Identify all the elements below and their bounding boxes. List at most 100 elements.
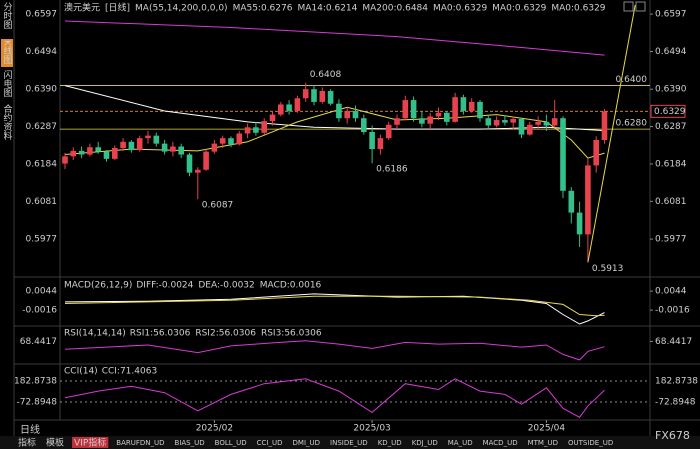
y-tick-label: 0.6081 (26, 197, 58, 207)
toolbar-item[interactable]: OUTSIDE_UD (568, 439, 613, 447)
price-annotation: 0.5913 (592, 264, 624, 274)
toolbar-item[interactable]: MA_UD (448, 439, 473, 447)
toolbar-item[interactable]: BARUFDN_UD (116, 439, 164, 447)
candle-body (419, 118, 425, 124)
candle-body (344, 110, 350, 119)
candle-body (402, 100, 409, 119)
candle-body (468, 101, 475, 111)
y-tick-label: 0.5977 (655, 235, 687, 245)
panel-title: RSI(14,14,14) (64, 329, 126, 339)
price-annotation: 0.6408 (310, 70, 342, 80)
price-annotation: 0.6186 (376, 165, 408, 175)
candle-body (302, 89, 309, 99)
candle-body (560, 118, 566, 191)
candle-body (211, 143, 218, 152)
toolbar-item[interactable]: KD_UD (378, 439, 402, 447)
toolbar-item[interactable]: KDJ_UD (412, 439, 438, 447)
toolbar-item[interactable]: CCI_UD (257, 439, 283, 447)
candle-body (62, 156, 68, 164)
legend-entry: MA0:0.6329 (551, 4, 605, 14)
candle-body (502, 120, 508, 123)
candle-body (477, 101, 483, 119)
candle-body (510, 118, 516, 123)
sidebar-tab[interactable]: 分时图 (2, 2, 13, 30)
toolbar-item[interactable]: 模板 (46, 437, 64, 449)
sidebar-tab[interactable]: 合约资料 (2, 103, 13, 141)
y-tick-label: 182.8738 (655, 377, 698, 387)
legend-entry: MA55:0.6276 (233, 4, 293, 14)
y-tick-label: 0.6184 (655, 159, 687, 169)
x-tick-label: 2025/04 (528, 424, 566, 434)
y-tick-label: -0.0016 (22, 306, 57, 316)
y-tick-label: 0.0044 (26, 287, 58, 297)
candle-body (327, 91, 334, 104)
toolbar-item[interactable]: 指标 (18, 437, 36, 449)
trendline (587, 4, 636, 263)
panel-legend: RSI1:56.0306 (130, 329, 191, 339)
toolbar-item[interactable]: DMI_UD (293, 439, 321, 447)
chart-title: 澳元美元 (64, 2, 100, 14)
y-tick-label: -72.8948 (17, 397, 58, 407)
candle-body (543, 121, 550, 126)
candle-body (394, 118, 400, 125)
candle-body (385, 124, 392, 139)
current-price-label: 0.6329 (654, 107, 686, 117)
sidebar-tab[interactable]: 闪电图 (2, 70, 13, 98)
y-tick-label: 0.0044 (655, 287, 687, 297)
level-label: 0.6280 (616, 119, 648, 129)
candle-body (410, 100, 417, 119)
settings-icon[interactable] (635, 1, 646, 12)
candle-body (87, 147, 93, 155)
panel-legend: RSI3:56.0306 (261, 329, 322, 339)
toolbar-item[interactable]: INSIDE_UD (330, 439, 368, 447)
candle-body (527, 124, 533, 135)
toolbar-item[interactable]: MTM_UD (528, 439, 558, 447)
candle-body (576, 212, 583, 235)
y-tick-label: 68.4417 (655, 337, 692, 347)
candle-body (427, 116, 433, 124)
panel-title: CCI(14) (64, 367, 98, 377)
candle-body (593, 140, 599, 166)
legend-entry: MA200:0.6484 (362, 4, 428, 14)
candle-body (261, 121, 267, 133)
candle-body (377, 138, 384, 150)
candle-body (219, 138, 226, 144)
candle-body (601, 111, 608, 140)
candle-body (95, 147, 101, 152)
candle-body (70, 150, 77, 157)
y-tick-label: 0.6597 (26, 10, 58, 20)
candle-body (186, 154, 193, 173)
y-tick-label: 0.5977 (26, 235, 58, 245)
candle-body (551, 118, 558, 126)
sidebar-tab[interactable]: K线图 (2, 40, 13, 65)
toolbar-highlight (72, 437, 109, 448)
candle-body (228, 138, 234, 145)
toolbar-item[interactable]: BOLL_UD (215, 439, 247, 447)
toolbar-item[interactable]: BIAS_UD (175, 439, 205, 447)
ma-line (64, 20, 605, 56)
candle-body (103, 151, 110, 159)
toolbar-item[interactable]: VIP指标 (74, 437, 106, 449)
y-tick-label: 68.4417 (20, 337, 57, 347)
candle-body (369, 132, 375, 150)
candle-body (444, 112, 450, 122)
candle-body (244, 127, 251, 134)
candle-body (435, 112, 442, 117)
y-tick-label: 0.6597 (655, 10, 687, 20)
candle-body (493, 120, 500, 126)
layout-icon[interactable] (623, 1, 634, 12)
y-tick-label: -72.8948 (655, 397, 696, 407)
toolbar-item[interactable]: MACD_UD (483, 439, 518, 447)
candle-body (319, 91, 326, 102)
candle-body (535, 121, 541, 125)
period-label: [日线] (105, 2, 130, 14)
candle-body (361, 118, 367, 133)
y-tick-label: -0.0016 (655, 306, 690, 316)
candle-body (128, 141, 135, 151)
candle-body (145, 135, 151, 139)
x-tick-label: 2025/02 (196, 424, 233, 434)
candle-body (112, 147, 118, 159)
